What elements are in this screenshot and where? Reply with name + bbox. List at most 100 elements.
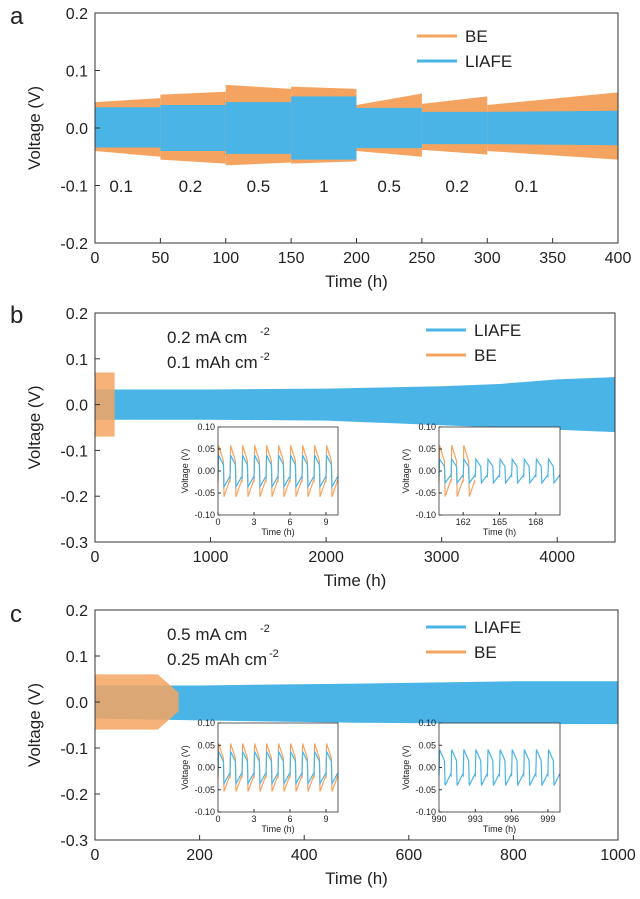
x-tick-label: 3: [251, 517, 256, 527]
y-tick-label: 0.00: [418, 466, 436, 476]
y-tick-label: -0.1: [60, 741, 88, 758]
x-tick-label: 3: [251, 814, 256, 824]
y-tick-label: -0.2: [60, 787, 88, 804]
x-tick-label: 6: [287, 517, 292, 527]
y-tick-label: 0.1: [66, 649, 88, 666]
y-axis-title: Voltage (V): [401, 745, 411, 790]
y-tick-label: -0.05: [194, 785, 215, 795]
x-tick-label: 1000: [600, 847, 636, 864]
y-tick-label: 0.05: [418, 444, 436, 454]
x-axis-title: Time (h): [261, 527, 294, 537]
series-liafe-band: [487, 110, 618, 146]
x-axis-title: Time (h): [483, 824, 516, 834]
panel-letter-c: c: [10, 601, 22, 628]
x-axis-title: Time (h): [325, 869, 388, 888]
legend-label-liafe: LIAFE: [465, 52, 512, 71]
y-tick-label: 0.00: [197, 466, 215, 476]
y-axis-title: Voltage (V): [180, 745, 190, 790]
x-tick-label: 300: [474, 250, 501, 267]
rate-label: 0.5: [377, 177, 401, 196]
panel-a-axes: 0 50 100 150 200 250 300 350 400 0.2 0.1 0.0 -0.1 -0.…: [25, 6, 631, 291]
x-tick-label: 0: [215, 517, 220, 527]
x-tick-label: 350: [539, 250, 566, 267]
y-tick-label: 0.0: [66, 121, 88, 138]
panel-c-inset-2: 990 993 996 999 0.10 0.05 0.00 -0.05 -0.10 Time (…: [401, 718, 561, 834]
x-tick-label: 400: [605, 250, 632, 267]
y-tick-label: -0.10: [415, 807, 436, 817]
y-tick-label: 0.1: [66, 352, 88, 369]
x-tick-label: 996: [504, 814, 519, 824]
x-axis-title: Time (h): [261, 824, 294, 834]
y-axis-title: Voltage (V): [401, 449, 411, 494]
legend-label-be: BE: [474, 346, 497, 365]
series-liafe-band: [225, 102, 292, 154]
y-tick-label: -0.1: [60, 179, 88, 196]
y-tick-label: 0.0: [66, 695, 88, 712]
legend-label-be: BE: [465, 27, 488, 46]
x-tick-label: 999: [540, 814, 555, 824]
x-tick-label: 0: [91, 250, 100, 267]
y-tick-label: 0.05: [197, 444, 215, 454]
panel-b-axes: 0 1000 2000 3000 4000 0.2 0.1 0.0 -0.1 -0.2 -0.3 Ti…: [25, 306, 616, 590]
series-be-band: [95, 372, 115, 437]
y-tick-label: -0.2: [60, 236, 88, 253]
y-tick-label: 0.05: [418, 740, 436, 750]
x-axis-title: Time (h): [325, 272, 388, 291]
y-tick-label: 0.05: [197, 740, 215, 750]
x-tick-label: 9: [323, 517, 328, 527]
series-liafe-band: [291, 96, 357, 160]
areal-capacity-exponent: -2: [269, 648, 279, 660]
x-tick-label: 4000: [539, 549, 575, 566]
rate-label: 0.2: [445, 177, 469, 196]
x-tick-label: 250: [409, 250, 436, 267]
x-tick-label: 400: [291, 847, 318, 864]
y-tick-label: 0.2: [66, 603, 88, 620]
inset-series-be: [217, 445, 339, 497]
y-tick-label: -0.05: [194, 488, 215, 498]
x-tick-label: 800: [500, 847, 527, 864]
areal-capacity-label: 0.1 mAh cm: [167, 353, 258, 372]
inset-series-be: [217, 743, 339, 792]
series-liafe-band: [95, 107, 161, 148]
y-tick-label: -0.3: [60, 833, 88, 850]
rate-label: 0.1: [515, 177, 539, 196]
legend-label-be: BE: [474, 643, 497, 662]
current-density-label: 0.2 mA cm: [167, 328, 247, 347]
x-tick-label: 200: [186, 847, 213, 864]
series-liafe-band: [160, 105, 226, 151]
y-tick-label: 0.0: [66, 398, 88, 415]
y-tick-label: 0.00: [197, 763, 215, 773]
rate-label: 0.5: [247, 177, 271, 196]
y-tick-label: 0.2: [66, 306, 88, 323]
y-tick-label: 0.10: [418, 422, 436, 432]
y-tick-label: -0.1: [60, 443, 88, 460]
x-tick-label: 3000: [424, 549, 460, 566]
rate-label: 0.2: [179, 177, 203, 196]
y-axis-title: Voltage (V): [25, 385, 44, 469]
current-density-exponent: -2: [260, 623, 270, 635]
plot-frame: [94, 312, 616, 543]
x-tick-label: 993: [468, 814, 483, 824]
x-tick-label: 6: [287, 814, 292, 824]
y-tick-label: -0.2: [60, 489, 88, 506]
legend-label-liafe: LIAFE: [474, 618, 521, 637]
x-axis-title: Time (h): [324, 571, 387, 590]
panel-c-axes: 0 200 400 600 800 1000 0.2 0.1 0.0 -0.1 -0.2 -0.3 Ti…: [25, 603, 636, 888]
y-tick-label: -0.10: [194, 807, 215, 817]
x-tick-label: 150: [278, 250, 305, 267]
x-tick-label: 1000: [193, 549, 229, 566]
panel-letter-a: a: [10, 3, 24, 30]
rate-label: 0.1: [109, 177, 133, 196]
y-tick-label: 0.10: [197, 718, 215, 728]
series-liafe-band: [421, 111, 488, 145]
legend-label-liafe: LIAFE: [474, 321, 521, 340]
x-tick-label: 0: [91, 847, 100, 864]
current-density-label: 0.5 mA cm: [167, 625, 247, 644]
series-liafe-band: [95, 681, 618, 725]
x-tick-label: 600: [395, 847, 422, 864]
y-axis-title: Voltage (V): [25, 683, 44, 767]
x-axis-title: Time (h): [483, 527, 516, 537]
y-tick-label: -0.05: [415, 785, 436, 795]
